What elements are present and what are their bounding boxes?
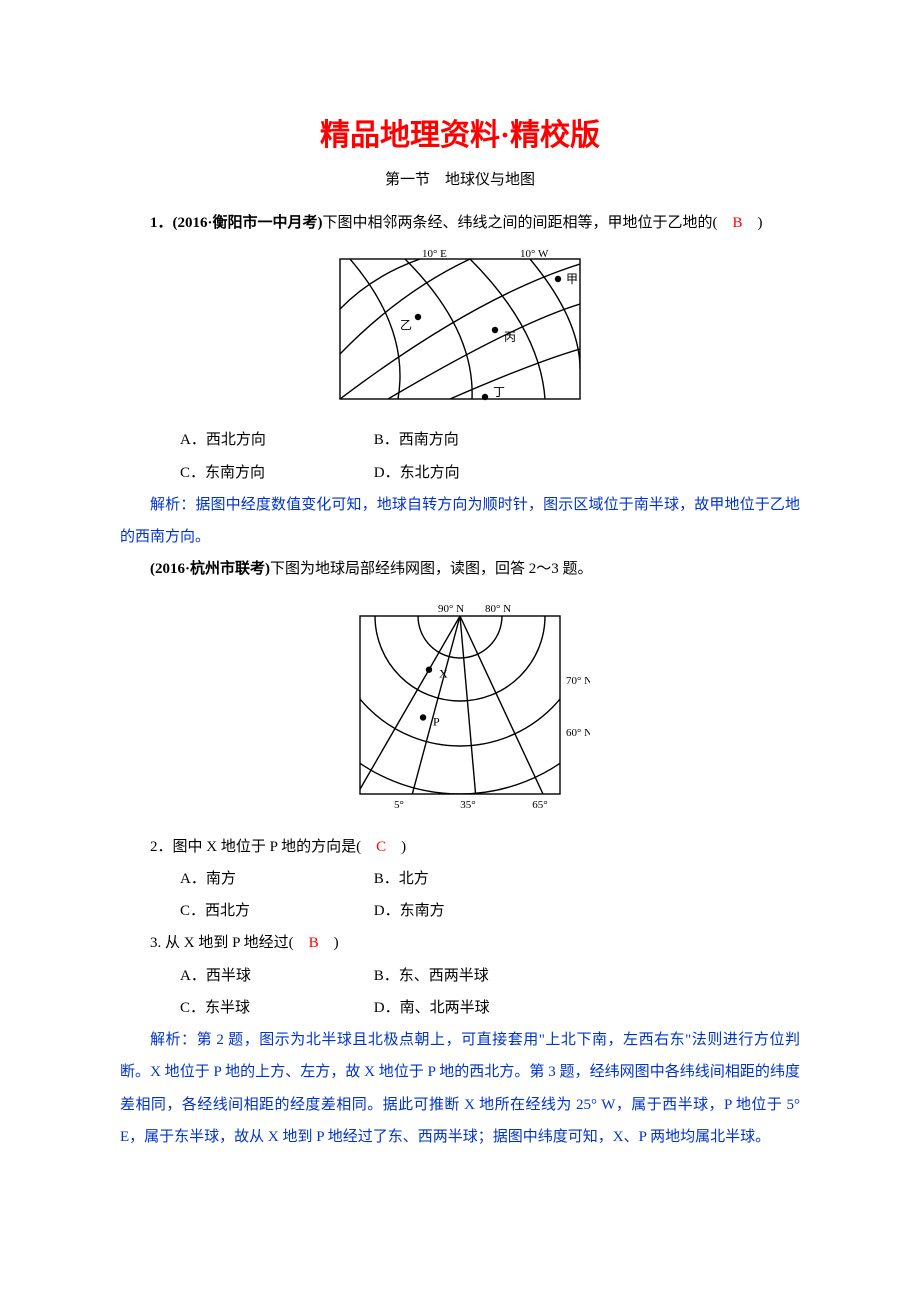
svg-text:10° W: 10° W <box>520 249 549 260</box>
polar-latlon-diagram: 90° N 80° N 70° N 60° N 5° 35° 65° X P <box>330 596 590 816</box>
svg-text:10° E: 10° E <box>422 249 447 260</box>
q3-suffix: ) <box>319 935 339 951</box>
svg-text:X: X <box>439 666 448 680</box>
svg-text:丙: 丙 <box>504 330 516 344</box>
stimulus23: (2016·杭州市联考)下图为地球局部经纬网图，读图，回答 2～3 题。 <box>120 553 800 585</box>
svg-text:90° N: 90° N <box>438 603 464 615</box>
q3-options-row2: C．东半球 D．南、北两半球 <box>120 992 800 1024</box>
q1-options-row2: C．东南方向 D．东北方向 <box>120 457 800 489</box>
q1-options-row1: A．西北方向 B．西南方向 <box>120 424 800 456</box>
q2-opt-a: A．南方 <box>150 863 340 895</box>
q1-suffix: ) <box>743 215 763 231</box>
svg-text:65°: 65° <box>532 799 547 811</box>
q1-opt-b: B．西南方向 <box>344 424 534 456</box>
q2-stem: 2．图中 X 地位于 P 地的方向是( C ) <box>120 831 800 863</box>
stimulus23-figure: 90° N 80° N 70° N 60° N 5° 35° 65° X P <box>120 596 800 821</box>
q3-options-row1: A．西半球 B．东、西两半球 <box>120 960 800 992</box>
q1-source: 1．(2016·衡阳市一中月考) <box>150 215 323 231</box>
stimulus23-source: (2016·杭州市联考) <box>150 561 270 577</box>
q3-opt-b: B．东、西两半球 <box>344 960 534 992</box>
q2-answer-letter: C <box>376 839 386 855</box>
q2-options-row2: C．西北方 D．东南方 <box>120 895 800 927</box>
q3-stem: 3. 从 X 地到 P 地经过( B ) <box>120 927 800 959</box>
svg-text:80° N: 80° N <box>485 603 511 615</box>
q2-opt-b: B．北方 <box>344 863 534 895</box>
q1-opt-d: D．东北方向 <box>344 457 534 489</box>
svg-text:70° N: 70° N <box>566 675 590 687</box>
q2-suffix: ) <box>386 839 406 855</box>
q2-body: 2．图中 X 地位于 P 地的方向是( <box>150 839 376 855</box>
q1-opt-a: A．西北方向 <box>150 424 340 456</box>
q1-latlon-diagram: 10° E 10° W 甲乙丙丁 <box>330 249 590 409</box>
q1-stem: 1．(2016·衡阳市一中月考)下图中相邻两条经、纬线之间的间距相等，甲地位于乙… <box>120 207 800 239</box>
q3-body: 3. 从 X 地到 P 地经过( <box>150 935 309 951</box>
q1-opt-c: C．东南方向 <box>150 457 340 489</box>
svg-text:35°: 35° <box>460 799 475 811</box>
q3-opt-d: D．南、北两半球 <box>344 992 534 1024</box>
q2-options-row1: A．南方 B．北方 <box>120 863 800 895</box>
q1-body: 下图中相邻两条经、纬线之间的间距相等，甲地位于乙地的( <box>323 215 733 231</box>
q1-analysis: 解析：据图中经度数值变化可知，地球自转方向为顺时针，图示区域位于南半球，故甲地位… <box>120 489 800 554</box>
title-red: 精品地理资料·精校版 <box>120 110 800 154</box>
page: 精品地理资料·精校版 第一节 地球仪与地图 1．(2016·衡阳市一中月考)下图… <box>0 0 920 1302</box>
svg-text:甲: 甲 <box>566 272 578 286</box>
svg-text:60° N: 60° N <box>566 727 590 739</box>
q3-opt-c: C．东半球 <box>150 992 340 1024</box>
section-subtitle: 第一节 地球仪与地图 <box>120 168 800 189</box>
q2-opt-c: C．西北方 <box>150 895 340 927</box>
q1-answer-letter: B <box>733 215 743 231</box>
q2-opt-d: D．东南方 <box>344 895 534 927</box>
q3-opt-a: A．西半球 <box>150 960 340 992</box>
svg-text:P: P <box>433 714 440 728</box>
q3-answer-letter: B <box>309 935 319 951</box>
q1-figure: 10° E 10° W 甲乙丙丁 <box>120 249 800 414</box>
svg-text:5°: 5° <box>394 799 404 811</box>
analysis23: 解析：第 2 题，图示为北半球且北极点朝上，可直接套用"上北下南，左西右东"法则… <box>120 1024 800 1153</box>
stimulus23-body: 下图为地球局部经纬网图，读图，回答 2～3 题。 <box>270 561 593 577</box>
svg-text:乙: 乙 <box>400 318 412 332</box>
svg-text:丁: 丁 <box>493 385 505 399</box>
